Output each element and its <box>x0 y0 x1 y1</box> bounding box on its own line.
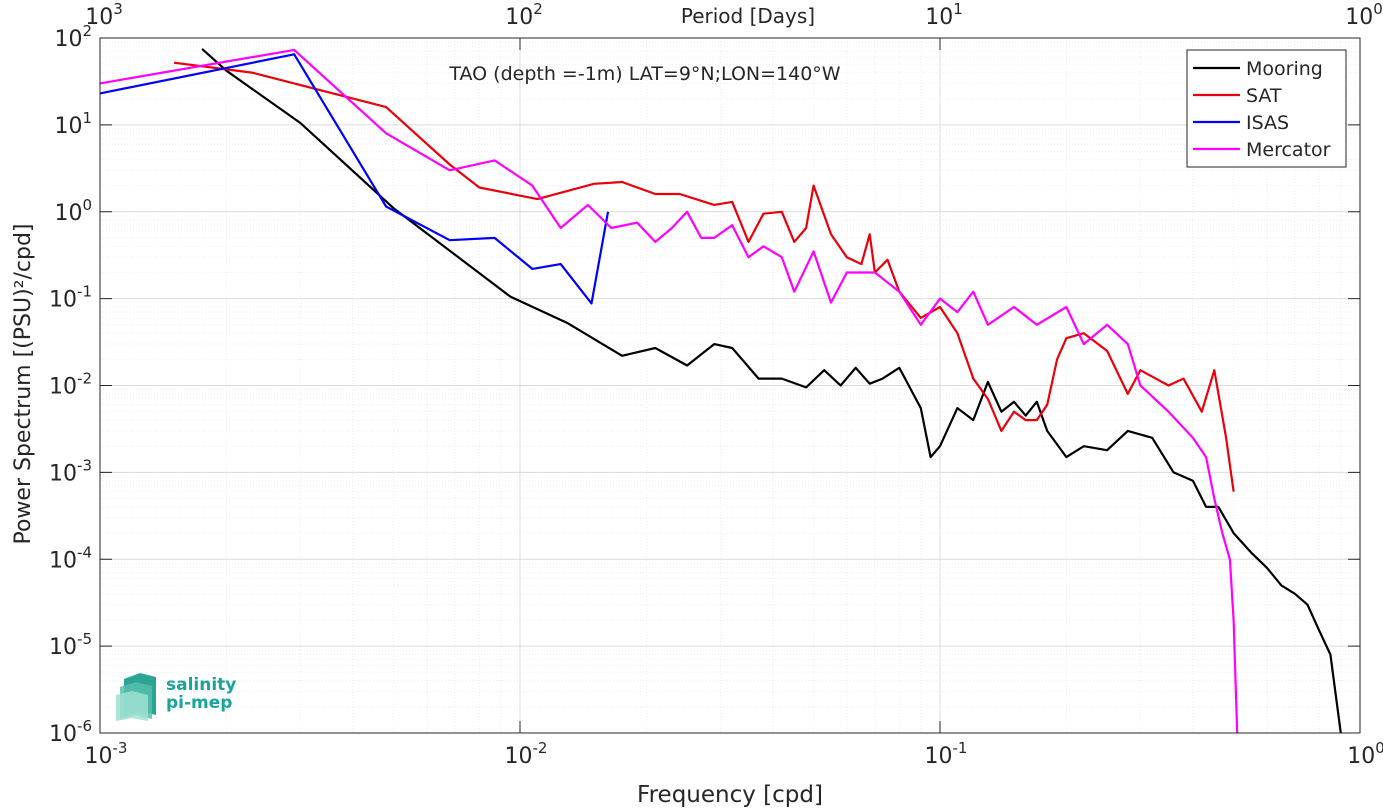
y-tick-label-exponent: -5 <box>77 630 92 648</box>
top-x-tick-label-base: 10 <box>925 5 953 30</box>
y-tick-label-base: 10 <box>49 548 77 573</box>
x-tick-label-base: 10 <box>505 744 533 769</box>
x-tick-label-exponent: -1 <box>953 739 968 757</box>
top-x-tick-label: 103 <box>85 0 123 30</box>
x-tick-label-base: 10 <box>925 744 953 769</box>
salinity-pi-mep-logo: salinity pi-mep <box>116 673 256 723</box>
x-tick-label-base: 10 <box>1347 744 1375 769</box>
tick-marks <box>99 37 1361 734</box>
top-x-tick-label-exponent: 2 <box>533 0 543 18</box>
x-tick-label-base: 10 <box>85 744 113 769</box>
y-tick-label-base: 10 <box>49 722 77 747</box>
series-line-mooring <box>201 48 1342 734</box>
y-tick-label-exponent: -3 <box>77 456 92 474</box>
top-x-axis-label: Period [Days] <box>681 4 815 28</box>
x-tick-label: 10-2 <box>505 739 548 769</box>
legend-label-mooring: Mooring <box>1246 58 1323 80</box>
top-x-tick-label: 101 <box>925 0 963 30</box>
y-tick-label-base: 10 <box>54 27 82 52</box>
y-tick-label-exponent: -1 <box>77 283 92 301</box>
y-tick-label-exponent: 0 <box>82 196 92 214</box>
x-tick-label: 100 <box>1347 739 1383 769</box>
logo-text-line2: pi-mep <box>166 693 233 713</box>
top-x-tick-label: 100 <box>1345 0 1383 30</box>
top-x-tick-label-exponent: 1 <box>953 0 963 18</box>
chart-title: TAO (depth =-1m) LAT=9°N;LON=140°W <box>448 63 840 85</box>
legend-label-mercator: Mercator <box>1246 139 1331 161</box>
legend-label-isas: ISAS <box>1246 112 1289 134</box>
y-tick-label-base: 10 <box>49 375 77 400</box>
logo-text-line1: salinity <box>166 675 237 695</box>
y-axis-label: Power Spectrum [(PSU)²/cpd] <box>11 223 36 544</box>
y-tick-label: 101 <box>54 109 92 139</box>
x-tick-label-exponent: -2 <box>533 739 548 757</box>
top-x-tick-label: 102 <box>505 0 543 30</box>
x-tick-label: 10-3 <box>85 739 128 769</box>
y-tick-label: 10-5 <box>49 630 92 660</box>
x-tick-label: 10-1 <box>925 739 968 769</box>
legend: Mooring SAT ISAS Mercator <box>1186 49 1347 168</box>
series-line-sat <box>173 61 1235 492</box>
series-line-mercator <box>99 48 1239 734</box>
y-tick-label-exponent: -4 <box>77 543 92 561</box>
x-tick-label-exponent: 0 <box>1375 739 1383 757</box>
legend-box <box>1186 49 1347 168</box>
y-tick-label: 102 <box>54 22 92 52</box>
y-tick-label-base: 10 <box>49 461 77 486</box>
series-lines <box>99 48 1342 734</box>
y-tick-label: 10-1 <box>49 283 92 313</box>
logo-mark <box>116 673 156 721</box>
top-x-tick-label-exponent: 3 <box>113 0 123 18</box>
y-tick-label: 10-6 <box>49 717 92 747</box>
y-tick-label-base: 10 <box>49 635 77 660</box>
series-line-isas <box>99 53 610 305</box>
top-x-tick-label-exponent: 0 <box>1373 0 1383 18</box>
y-tick-label: 100 <box>54 196 92 226</box>
y-tick-label: 10-4 <box>49 543 92 573</box>
y-tick-label-exponent: 2 <box>82 22 92 40</box>
y-tick-label: 10-2 <box>49 370 92 400</box>
x-tick-label-exponent: -3 <box>113 739 128 757</box>
top-x-tick-label-base: 10 <box>505 5 533 30</box>
y-tick-label-base: 10 <box>49 288 77 313</box>
top-x-tick-label-base: 10 <box>85 5 113 30</box>
legend-label-sat: SAT <box>1246 85 1282 107</box>
y-tick-label-base: 10 <box>54 114 82 139</box>
y-tick-label-exponent: -6 <box>77 717 92 735</box>
y-tick-label: 10-3 <box>49 456 92 486</box>
y-tick-label-base: 10 <box>54 201 82 226</box>
x-axis-label: Frequency [cpd] <box>637 782 823 808</box>
y-tick-label-exponent: 1 <box>82 109 92 127</box>
y-tick-label-exponent: -2 <box>77 370 92 388</box>
top-x-tick-label-base: 10 <box>1345 5 1373 30</box>
